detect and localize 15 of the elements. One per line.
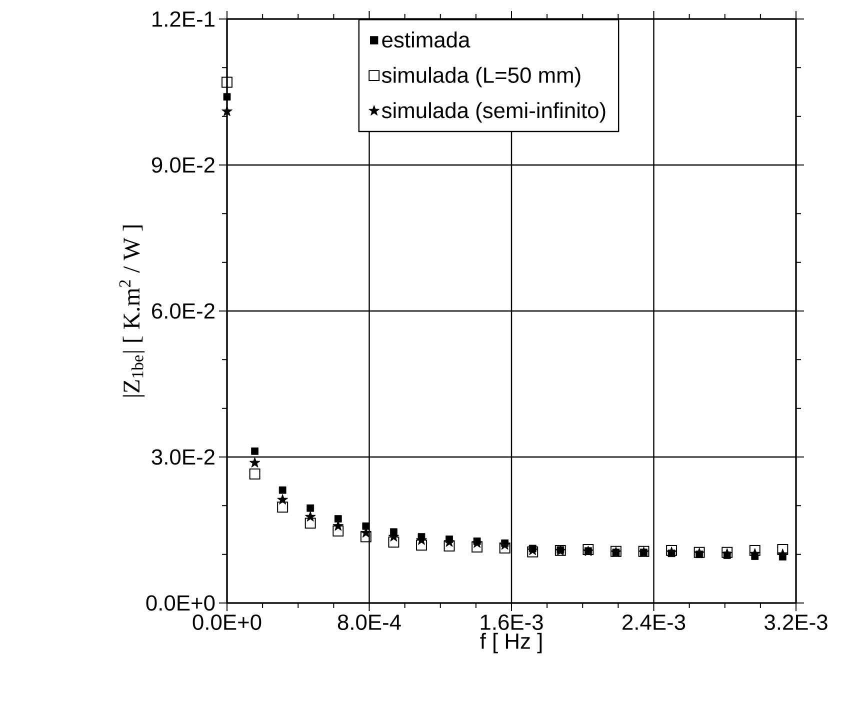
y-tick-label: 0.0E+0	[146, 595, 215, 611]
y-axis-title: |Z$_{1be}$| [ K.m$^{2}$ / W ]	[119, 225, 145, 396]
legend-label: simulada (L=50 mm)	[382, 66, 580, 88]
y-tick-label: 1.2E-1	[152, 11, 214, 27]
x-tick-label: 0.0E+0	[192, 614, 262, 630]
x-tick-label: 2.4E-3	[622, 614, 686, 630]
y-tick-label: 9.0E-2	[152, 157, 214, 173]
x-tick-label: 8.0E-4	[338, 614, 401, 630]
x-tick-label: 1.6E-3	[480, 614, 543, 630]
legend-label: estimada	[382, 32, 470, 48]
y-tick-label: 6.0E-2	[152, 303, 214, 319]
x-axis-title: f [ Hz ]	[480, 632, 542, 654]
y-tick-label: 3.0E-2	[152, 449, 214, 465]
legend-label: simulada (semi-infinito)	[382, 102, 606, 123]
x-tick-label: 3.2E-3	[764, 614, 828, 630]
